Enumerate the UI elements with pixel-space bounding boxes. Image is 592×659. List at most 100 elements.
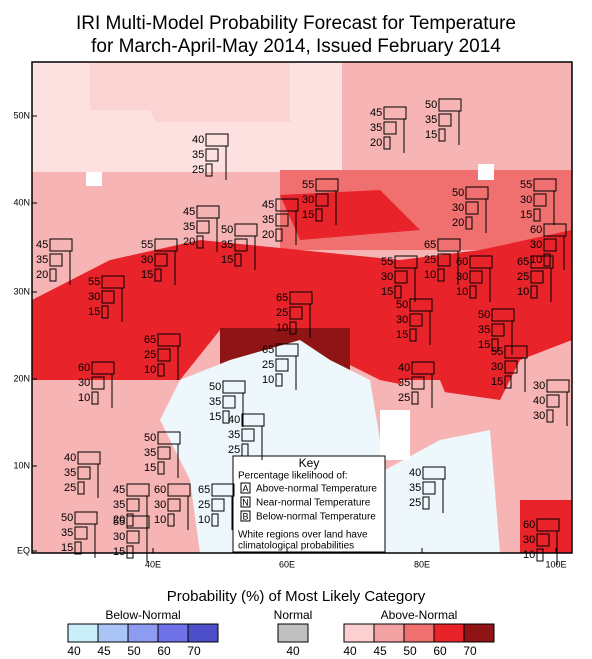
glyph-box [465,216,473,230]
forecast-value: 10 [276,322,288,334]
glyph-box [469,270,483,284]
glyph-box [126,483,150,497]
forecast-glyph: 30 40 30 [533,379,570,426]
legend-label: 50 [127,644,141,658]
forecast-glyph: 60 30 10 [530,223,567,270]
glyph-box [74,541,82,555]
glyph-box [77,481,85,495]
glyph-box [154,253,168,267]
forecast-value: 10 [78,392,90,404]
legend-label: 40 [67,644,81,658]
legend-swatch [277,623,309,643]
glyph-box [222,380,246,394]
legend-swatch [463,623,495,643]
forecast-value: 30 [523,534,535,546]
forecast-value: 25 [64,482,76,494]
forecast-glyph: 50 35 15 [221,223,258,270]
glyph-box [101,275,125,289]
glyph-box [126,530,140,544]
glyph-box [546,394,560,408]
legend-label: 45 [373,644,387,658]
forecast-value: 35 [370,122,382,134]
glyph-box [101,290,115,304]
forecast-value: 15 [520,209,532,221]
glyph-box [411,376,425,390]
forecast-glyph: 55 30 15 [381,255,418,302]
forecast-glyph: 50 35 15 [425,98,462,145]
forecast-value: 20 [370,137,382,149]
glyph-box [411,361,435,375]
legend-group-name: Below-Normal [105,608,180,622]
forecast-value: 25 [276,307,288,319]
forecast-value: 35 [144,447,156,459]
forecast-value: 60 [154,484,166,496]
forecast-value: 25 [192,164,204,176]
forecast-value: 10 [517,286,529,298]
forecast-glyph: 65 25 10 [144,333,181,380]
key-text: Near-normal Temperature [256,498,371,509]
legend-label: 60 [157,644,171,658]
lon-label: 60E [279,559,295,569]
glyph-box [437,253,451,267]
forecast-glyph: 60 30 10 [154,483,191,530]
forecast-value: 10 [144,364,156,376]
forecast-glyph: 45 35 20 [262,198,299,245]
glyph-box [234,253,242,267]
glyph-box [536,548,544,562]
glyph-box [438,98,462,112]
forecast-glyph: 60 30 10 [523,518,560,565]
legend-swatch [373,623,405,643]
glyph-box [74,526,88,540]
glyph-box [167,483,191,497]
glyph-box [504,375,512,389]
forecast-value: 10 [523,549,535,561]
forecast-value: 10 [424,269,436,281]
glyph-box [422,466,446,480]
forecast-value: 25 [409,497,421,509]
glyph-box [241,428,255,442]
forecast-value: 15 [381,286,393,298]
lat-label: 50N [13,110,30,120]
glyph-box [409,298,433,312]
forecast-value: 50 [221,224,233,236]
glyph-box [543,253,551,267]
glyph-box [289,321,297,335]
lon-label: 100E [545,559,566,569]
glyph-box [49,268,57,282]
glyph-box [91,376,105,390]
glyph-box [205,163,213,177]
glyph-box [157,446,171,460]
forecast-value: 25 [144,349,156,361]
legend-label: 50 [403,644,417,658]
forecast-value: 50 [478,309,490,321]
glyph-box [241,413,265,427]
glyph-box [196,220,210,234]
forecast-glyph: 50 35 15 [144,431,181,478]
glyph-box [491,308,515,322]
forecast-value: 15 [491,376,503,388]
glyph-box [530,270,544,284]
glyph-box [154,268,162,282]
forecast-value: 35 [192,149,204,161]
forecast-glyph: 40 35 25 [409,466,446,513]
forecast-value: 20 [36,269,48,281]
glyph-box [77,466,91,480]
forecast-glyph: 50 30 15 [396,298,433,345]
glyph-box [234,238,248,252]
glyph-box [465,201,479,215]
forecast-glyph: 60 30 10 [78,361,115,408]
lat-label: 30N [13,286,30,296]
forecast-value: 10 [154,514,166,526]
glyph-box [91,361,115,375]
legend-swatch [343,623,375,643]
forecast-glyph: 65 25 10 [198,483,235,530]
key-text: Above-normal Temperature [256,484,377,495]
forecast-value: 45 [36,239,48,251]
forecast-value: 10 [198,514,210,526]
glyph-box [530,255,554,269]
forecast-value: 30 [533,380,545,392]
glyph-box [422,481,436,495]
forecast-value: 40 [228,414,240,426]
forecast-value: 35 [262,214,274,226]
glyph-box [275,358,289,372]
